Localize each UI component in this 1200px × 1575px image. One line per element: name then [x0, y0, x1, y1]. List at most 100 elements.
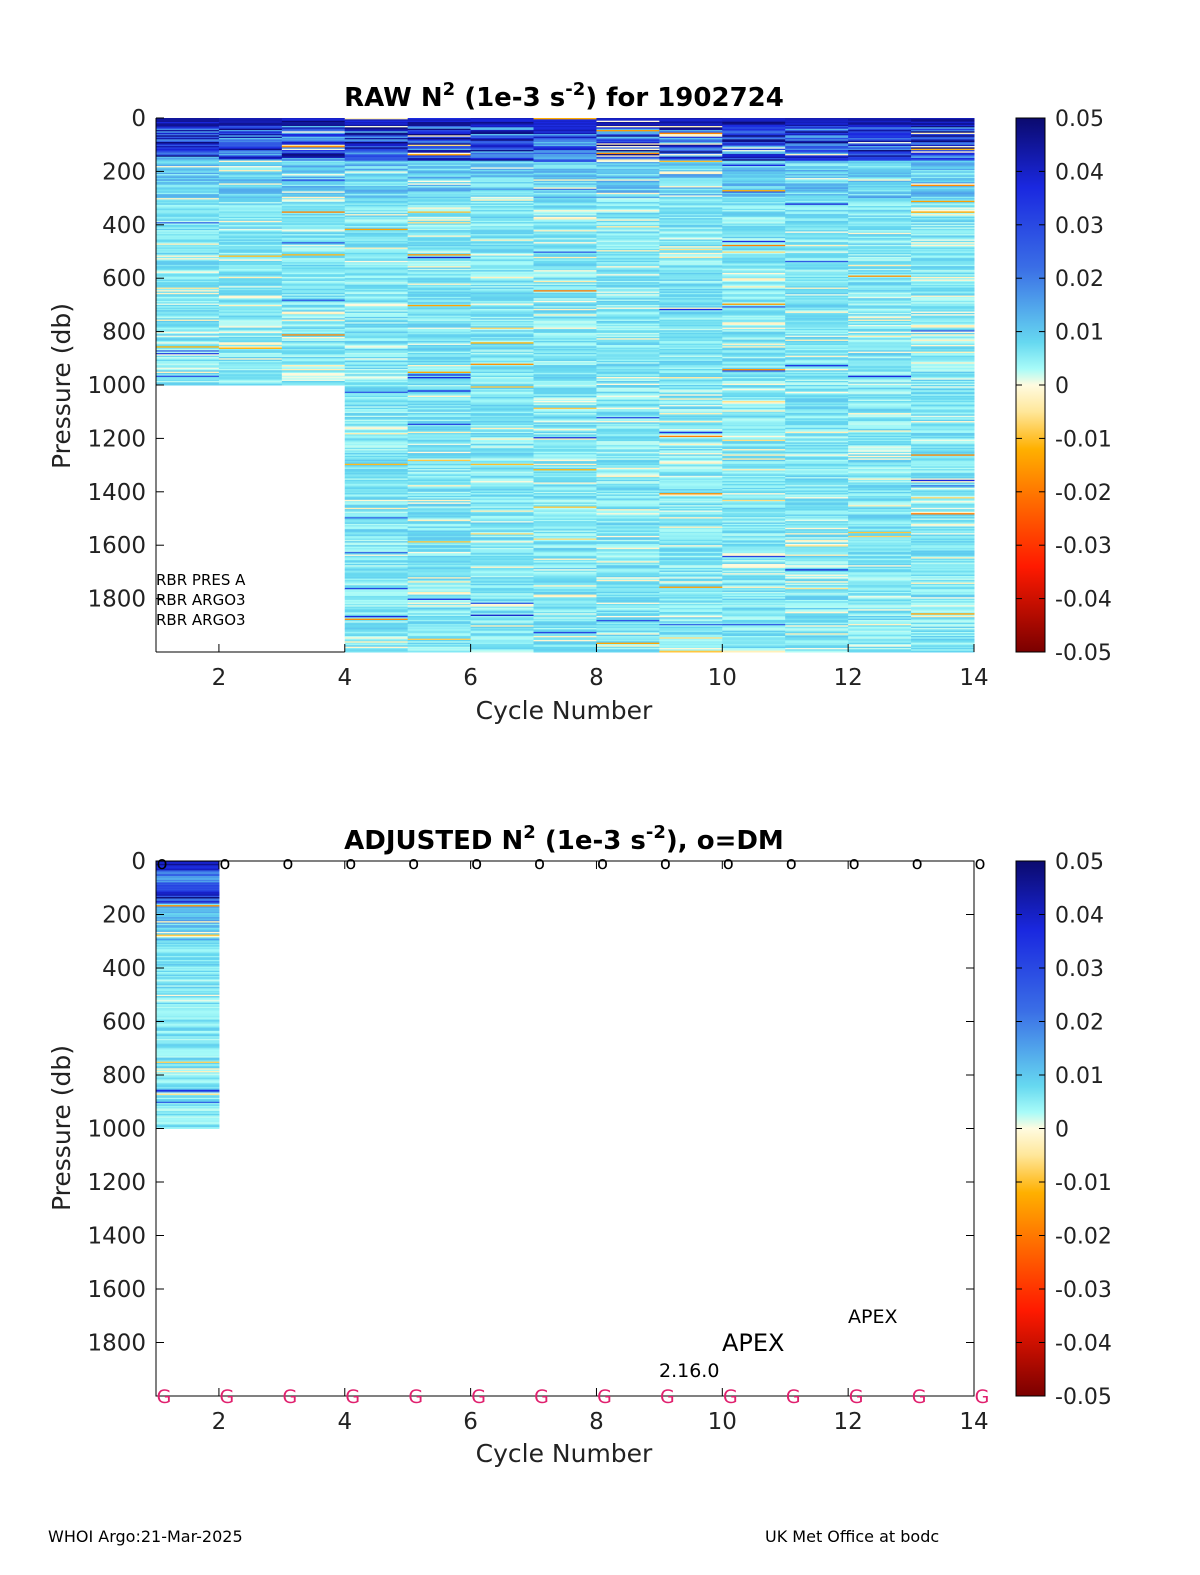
- heat-cell: [722, 254, 786, 257]
- heat-cell: [470, 606, 535, 609]
- heat-cell: [722, 571, 786, 574]
- heat-cell: [407, 288, 472, 291]
- heat-cell: [156, 294, 220, 297]
- heat-cell: [596, 498, 660, 501]
- heat-cell: [911, 292, 975, 295]
- heat-cell: [533, 243, 597, 246]
- heat-cell: [785, 431, 849, 434]
- heat-cell: [344, 577, 409, 580]
- heat-cell: [407, 545, 472, 548]
- heat-cell: [533, 570, 597, 573]
- heat-cell: [911, 150, 975, 152]
- heat-cell: [344, 148, 409, 151]
- heat-cell: [156, 1029, 220, 1032]
- heat-cell: [533, 127, 597, 130]
- heat-cell: [533, 327, 597, 330]
- heat-cell: [533, 523, 597, 526]
- heat-cell: [722, 389, 786, 391]
- heat-cell: [722, 144, 786, 147]
- heat-cell: [848, 127, 912, 130]
- x-tick-label: 14: [959, 665, 988, 691]
- heat-cell: [596, 495, 660, 498]
- heat-cell: [407, 394, 472, 397]
- heat-cell: [722, 479, 786, 482]
- heat-cell: [407, 238, 472, 240]
- heat-cell: [848, 322, 912, 325]
- heat-cell: [218, 191, 283, 194]
- heat-cell: [848, 531, 912, 534]
- heat-cell: [722, 402, 786, 405]
- heat-cell: [470, 413, 535, 415]
- heat-cell: [344, 510, 409, 513]
- heat-cell: [533, 467, 597, 470]
- heat-cell: [785, 204, 849, 207]
- heat-cell: [407, 216, 472, 219]
- heat-cell: [470, 187, 535, 190]
- heat-cell: [659, 275, 723, 278]
- heat-cell: [785, 150, 849, 152]
- heat-cell: [722, 372, 786, 375]
- heat-cell: [659, 271, 723, 274]
- heat-cell: [596, 199, 660, 202]
- heat-cell: [659, 434, 723, 437]
- heat-cell: [848, 203, 912, 206]
- heat-cell: [218, 234, 283, 236]
- heat-cell: [407, 334, 472, 337]
- heat-cell: [722, 376, 786, 379]
- heat-cell: [533, 258, 597, 261]
- heat-cell: [722, 342, 786, 345]
- heat-cell: [722, 607, 786, 610]
- heat-cell: [407, 310, 472, 313]
- heat-cell: [533, 263, 597, 266]
- heat-cell: [281, 183, 346, 186]
- heat-cell: [281, 356, 346, 359]
- heat-cell: [848, 566, 912, 569]
- heat-cell: [281, 279, 346, 282]
- heat-cell: [722, 398, 786, 401]
- heat-cell: [533, 537, 597, 540]
- heat-cell: [785, 590, 849, 593]
- heat-cell: [533, 473, 597, 475]
- heat-cell: [470, 318, 535, 321]
- heat-cell: [344, 421, 409, 423]
- heat-cell: [785, 413, 849, 415]
- heat-cell: [407, 530, 472, 533]
- heat-cell: [533, 419, 597, 422]
- heat-cell: [785, 469, 849, 471]
- heat-cell: [407, 291, 472, 294]
- heat-cell: [785, 558, 849, 561]
- heat-cell: [785, 625, 849, 628]
- heat-cell: [911, 601, 975, 604]
- heat-cell: [281, 216, 346, 219]
- heat-cell: [659, 292, 723, 295]
- heat-cell: [156, 278, 220, 281]
- heat-cell: [218, 362, 283, 365]
- heat-cell: [848, 376, 912, 379]
- heat-cell: [911, 258, 975, 261]
- heat-cell: [785, 174, 849, 176]
- heat-cell: [218, 279, 283, 282]
- heat-cell: [281, 380, 346, 383]
- heat-cell: [785, 385, 849, 387]
- heat-cell: [848, 180, 912, 183]
- heat-cell: [911, 216, 975, 219]
- heat-cell: [722, 585, 786, 588]
- heat-cell: [722, 633, 786, 636]
- heat-cell: [911, 539, 975, 542]
- dm-marker: o: [723, 853, 734, 874]
- heat-cell: [156, 328, 220, 331]
- heat-cell: [596, 503, 660, 506]
- heat-cell: [848, 631, 912, 634]
- heat-cell: [911, 326, 975, 329]
- heat-cell: [659, 543, 723, 546]
- heat-cell: [785, 335, 849, 338]
- heat-cell: [156, 119, 220, 122]
- heat-cell: [470, 485, 535, 487]
- heat-cell: [848, 331, 912, 334]
- heat-cell: [156, 1030, 220, 1033]
- heat-cell: [722, 541, 786, 544]
- heat-cell: [785, 280, 849, 283]
- heat-cell: [281, 331, 346, 334]
- heat-cell: [407, 150, 472, 152]
- heat-cell: [470, 543, 535, 546]
